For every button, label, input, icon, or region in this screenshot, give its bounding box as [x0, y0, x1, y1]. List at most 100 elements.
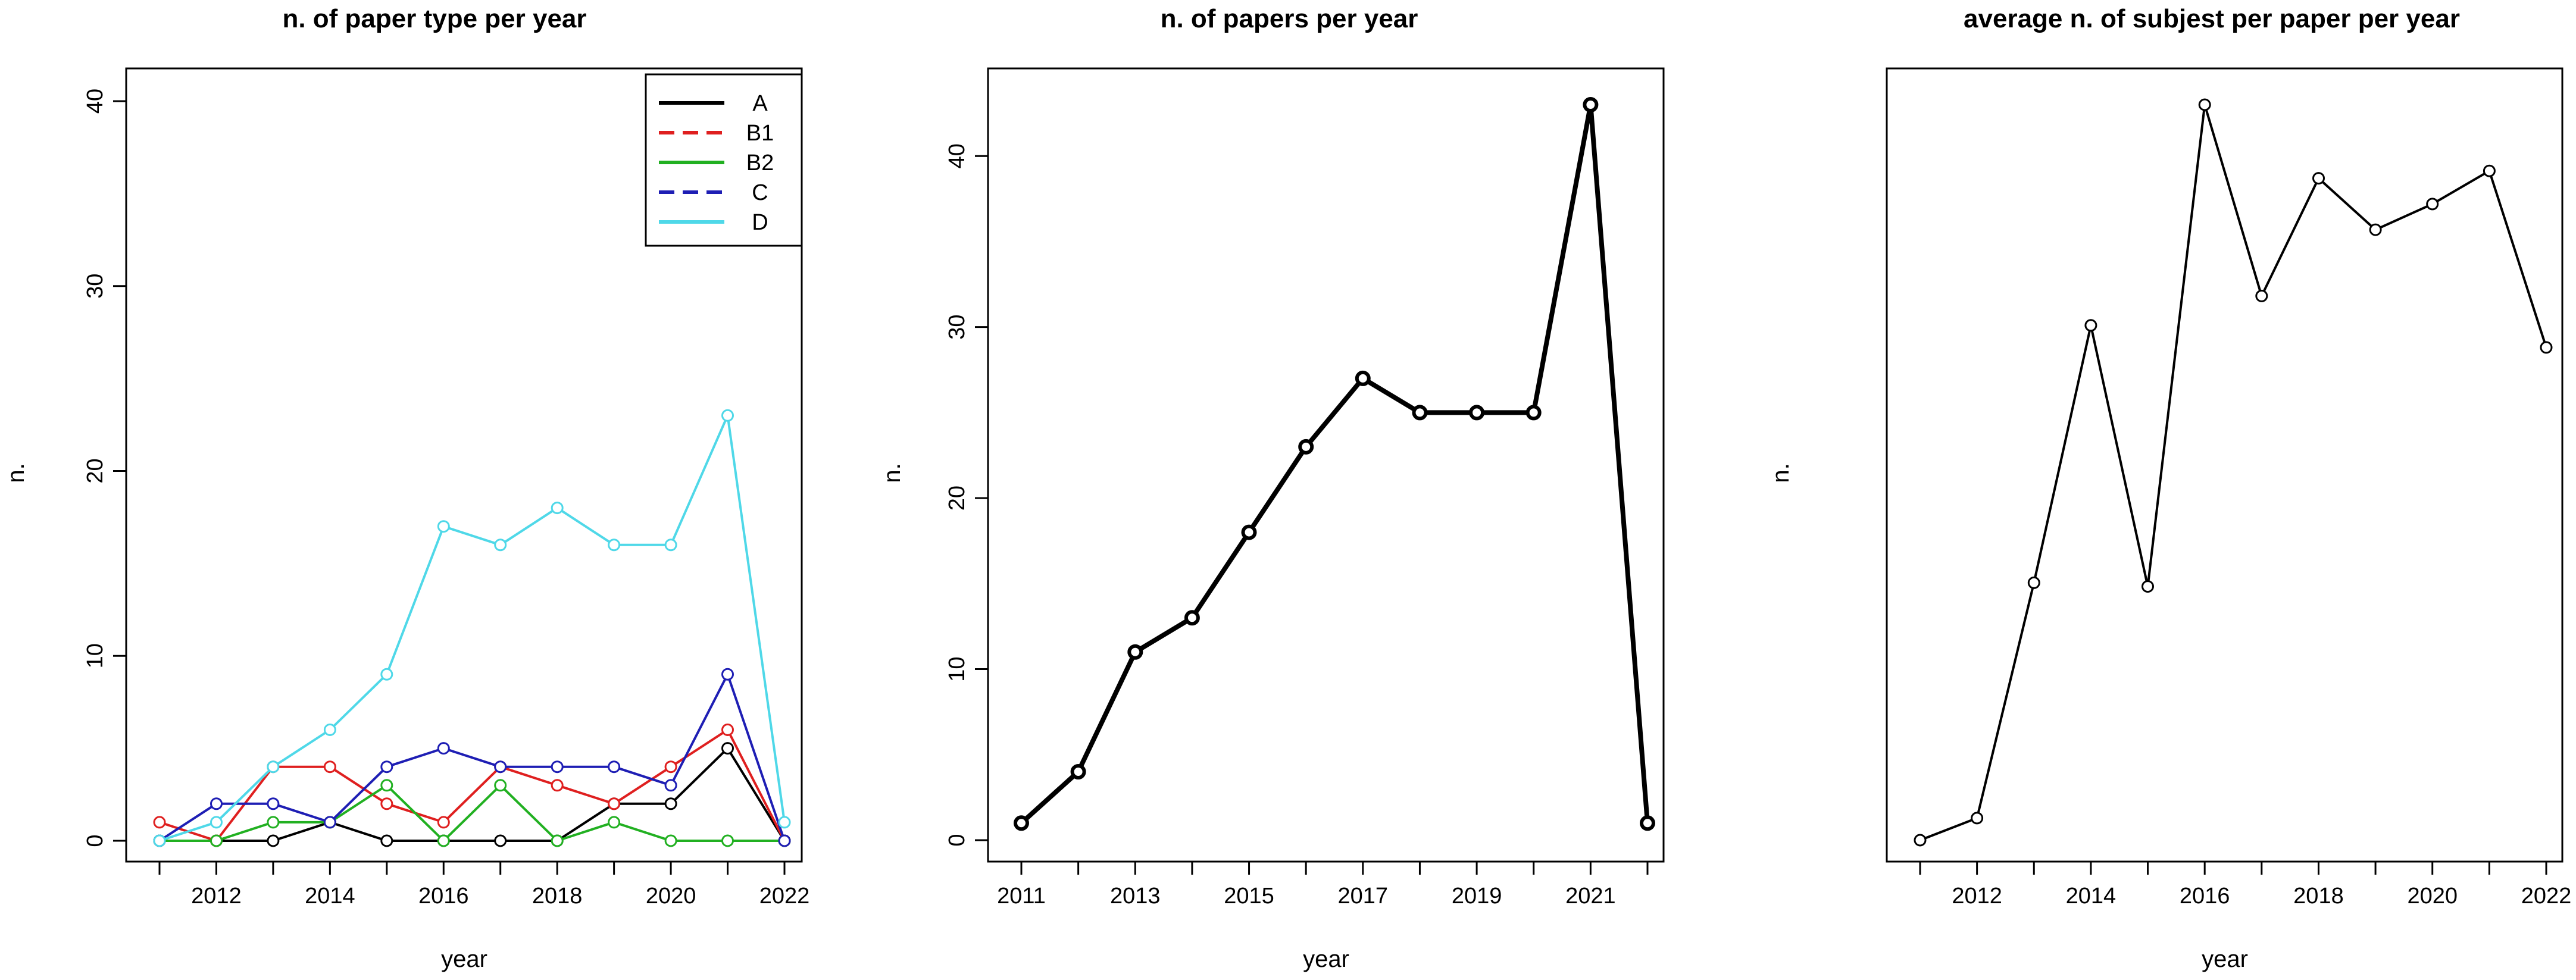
x-tick-label: 2014: [305, 884, 355, 909]
y-axis-label: n.: [3, 463, 29, 483]
data-point: [1971, 812, 1984, 825]
x-tick-label: 2021: [1565, 884, 1616, 909]
data-point: [664, 760, 677, 774]
x-tick-label: 2019: [1452, 884, 1502, 909]
x-tick-label: 2015: [1224, 884, 1274, 909]
x-tick-label: 2014: [2066, 884, 2117, 909]
x-axis: 2012 2014 2016 2018 2020 2022: [1919, 860, 2572, 909]
y-tick-label: 10: [83, 643, 108, 668]
x-tick-label: 2022: [2521, 884, 2572, 909]
data-point: [608, 816, 621, 829]
data-point: [1525, 405, 1542, 421]
data-point: [380, 797, 393, 810]
data-point: [778, 834, 791, 847]
data-point: [210, 797, 223, 810]
x-axis: 2012 2014 2016 2018 2020 2022: [158, 860, 809, 909]
x-tick-label: 2012: [191, 884, 242, 909]
x-axis: 2011 2013 2015 2017 2019 2021: [997, 860, 1649, 909]
chart-title: n. of paper type per year: [282, 4, 586, 33]
data-point: [380, 668, 393, 681]
legend: A B1 B2 CD: [645, 73, 803, 247]
data-point: [721, 834, 734, 847]
data-point: [721, 724, 734, 736]
legend-item: C: [659, 180, 768, 205]
legend-label: D: [752, 210, 768, 235]
series-lines: [1914, 98, 2553, 847]
legend-label: B1: [746, 121, 774, 146]
series-line: [160, 747, 786, 842]
legend-item: B2: [659, 151, 774, 176]
data-point: [1914, 834, 1927, 847]
data-point: [608, 538, 621, 552]
data-point: [721, 742, 734, 755]
x-axis-label: year: [2202, 946, 2248, 972]
data-point: [1355, 370, 1371, 386]
legend-label: B2: [746, 151, 774, 176]
data-point: [153, 816, 166, 829]
data-point: [323, 724, 336, 736]
legend-label: A: [752, 91, 768, 116]
data-point: [437, 834, 450, 847]
data-point: [437, 742, 450, 755]
data-point: [1298, 439, 1314, 455]
data-point: [267, 760, 280, 774]
data-point: [2369, 223, 2382, 236]
series-line: [1020, 102, 1650, 825]
legend-item: D: [659, 210, 768, 235]
y-axis-label: n.: [1768, 463, 1794, 483]
y-tick-label: 20: [945, 486, 970, 511]
panel-papers: n. of papers per year 0 10 20 30 40 2011 2013…: [879, 4, 1665, 972]
data-point: [1640, 815, 1655, 831]
data-point: [2483, 164, 2496, 177]
data-point: [608, 760, 621, 774]
data-point: [2540, 341, 2553, 354]
data-point: [153, 834, 166, 847]
series-line: [158, 673, 786, 842]
y-tick-label: 10: [945, 656, 970, 681]
legend-label: C: [752, 180, 768, 205]
chart-title: average n. of subjest per paper per year: [1964, 4, 2460, 33]
x-axis-label: year: [1303, 946, 1349, 972]
legend-item: B1: [659, 121, 774, 146]
series-line: [1920, 104, 2547, 841]
x-tick-label: 2017: [1338, 884, 1389, 909]
legend-item: A: [659, 91, 768, 116]
data-point: [323, 816, 336, 829]
series-lines: [153, 409, 791, 847]
chart-title: n. of papers per year: [1161, 4, 1418, 33]
x-tick-label: 2018: [532, 884, 583, 909]
data-point: [494, 760, 507, 774]
series-c: [153, 668, 791, 847]
x-tick-label: 2018: [2293, 884, 2344, 909]
panel-paper-type: n. of paper type per year 0 10 20 30 40 2012…: [3, 4, 809, 972]
data-point: [664, 797, 677, 810]
data-point: [2027, 576, 2040, 589]
y-tick-label: 30: [945, 315, 970, 340]
y-axis-label: n.: [879, 463, 905, 483]
y-tick-label: 0: [83, 834, 108, 847]
data-point: [608, 797, 621, 810]
data-point: [2084, 319, 2097, 332]
data-point: [1412, 405, 1428, 421]
data-point: [437, 816, 450, 829]
data-point: [210, 816, 223, 829]
series-d: [153, 409, 791, 847]
data-point: [494, 834, 507, 847]
data-point: [494, 779, 507, 792]
data-point: [664, 538, 677, 552]
data-point: [2198, 98, 2211, 111]
data-point: [664, 779, 677, 792]
x-tick-label: 2020: [646, 884, 696, 909]
series-line: [159, 728, 786, 842]
data-point: [437, 520, 450, 533]
data-point: [721, 409, 734, 422]
data-point: [551, 834, 564, 847]
y-axis: 0 10 20 30 40: [945, 143, 989, 847]
series-main: [1914, 98, 2553, 847]
series-line: [160, 784, 784, 842]
data-point: [1014, 815, 1029, 831]
data-point: [1184, 610, 1200, 626]
series-line: [159, 414, 786, 842]
